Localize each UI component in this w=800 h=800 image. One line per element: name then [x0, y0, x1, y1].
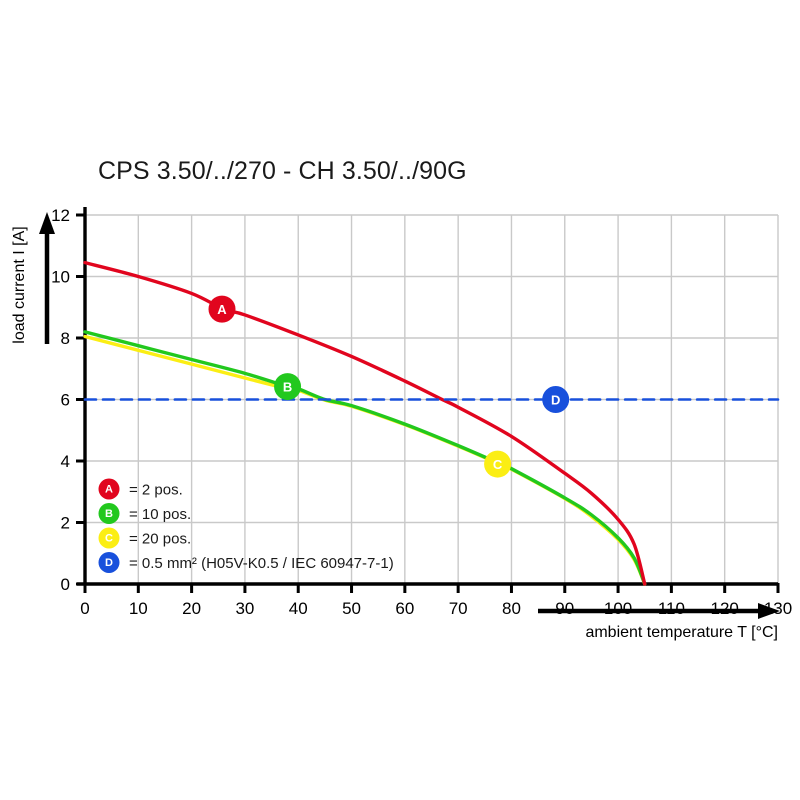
x-tick-label: 10 — [129, 599, 148, 618]
y-tick-label: 12 — [51, 206, 70, 225]
series-curve-A — [83, 260, 647, 586]
legend-letter-A: A — [105, 484, 113, 496]
series-curves — [83, 260, 780, 586]
x-tick-label: 30 — [235, 599, 254, 618]
legend-label-A: = 2 pos. — [129, 482, 183, 499]
axis-names: load current I [A] ambient temperature T … — [11, 226, 778, 641]
x-tick-label: 100 — [604, 599, 632, 618]
legend: A = 2 pos. B = 10 pos. C = 20 pos. D = 0.5 mm² … — [98, 478, 394, 573]
legend-label-C: = 20 pos. — [129, 531, 191, 548]
marker-circle-B — [274, 373, 302, 401]
y-tick-label: 4 — [61, 452, 70, 471]
x-tick-label: 90 — [555, 599, 574, 618]
legend-label-D: = 0.5 mm² (H05V-K0.5 / IEC 60947-7-1) — [129, 555, 394, 572]
x-tick-label: 60 — [395, 599, 414, 618]
x-tick-label: 120 — [711, 599, 739, 618]
y-tick-label: 6 — [61, 391, 70, 410]
legend-swatch-D — [98, 552, 120, 573]
legend-swatch-C — [98, 527, 120, 549]
marker-circle-C — [484, 450, 512, 478]
data-markers: A B C D — [208, 295, 570, 478]
y-tick-label: 0 — [61, 575, 70, 594]
legend-label-B: = 10 pos. — [129, 506, 191, 523]
x-tick-label: 80 — [502, 599, 521, 618]
x-axis-label: ambient temperature T [°C] — [585, 624, 778, 641]
legend-swatch-A — [98, 478, 120, 500]
chart-title: CPS 3.50/../270 - CH 3.50/../90G — [98, 157, 467, 185]
legend-item-A[interactable]: A = 2 pos. — [98, 478, 183, 500]
data-marker-C[interactable]: C — [484, 450, 512, 478]
marker-circle-A — [208, 295, 236, 323]
y-axis-label: load current I [A] — [11, 226, 28, 343]
series-curve-B — [83, 330, 647, 586]
marker-letter-D: D — [551, 393, 560, 408]
x-tick-label: 70 — [449, 599, 468, 618]
marker-letter-A: A — [217, 302, 227, 317]
marker-circle-D — [542, 386, 570, 413]
legend-letter-C: C — [105, 533, 113, 545]
x-tick-label: 40 — [289, 599, 308, 618]
axis-arrows — [39, 212, 780, 619]
x-tick-label: 110 — [658, 599, 685, 618]
y-tick-label: 2 — [61, 514, 70, 533]
x-tick-label: 50 — [342, 599, 361, 618]
data-marker-A[interactable]: A — [208, 295, 236, 323]
marker-letter-B: B — [283, 380, 292, 395]
data-marker-B[interactable]: B — [274, 373, 302, 401]
x-tick-label: 0 — [80, 599, 89, 618]
y-tick-label: 8 — [61, 329, 70, 348]
legend-item-B[interactable]: B = 10 pos. — [98, 503, 192, 524]
y-tick-label: 10 — [51, 268, 70, 287]
marker-letter-C: C — [493, 457, 503, 472]
legend-letter-D: D — [105, 557, 113, 569]
data-marker-D[interactable]: D — [542, 386, 570, 413]
legend-letter-B: B — [105, 508, 113, 520]
y-axis-arrow-head — [39, 212, 55, 234]
legend-swatch-B — [98, 503, 120, 524]
legend-item-C[interactable]: C = 20 pos. — [98, 527, 192, 549]
x-axis-arrow-head — [758, 603, 780, 619]
x-tick-label: 20 — [182, 599, 201, 618]
legend-item-D[interactable]: D = 0.5 mm² (H05V-K0.5 / IEC 60947-7-1) — [98, 552, 394, 573]
